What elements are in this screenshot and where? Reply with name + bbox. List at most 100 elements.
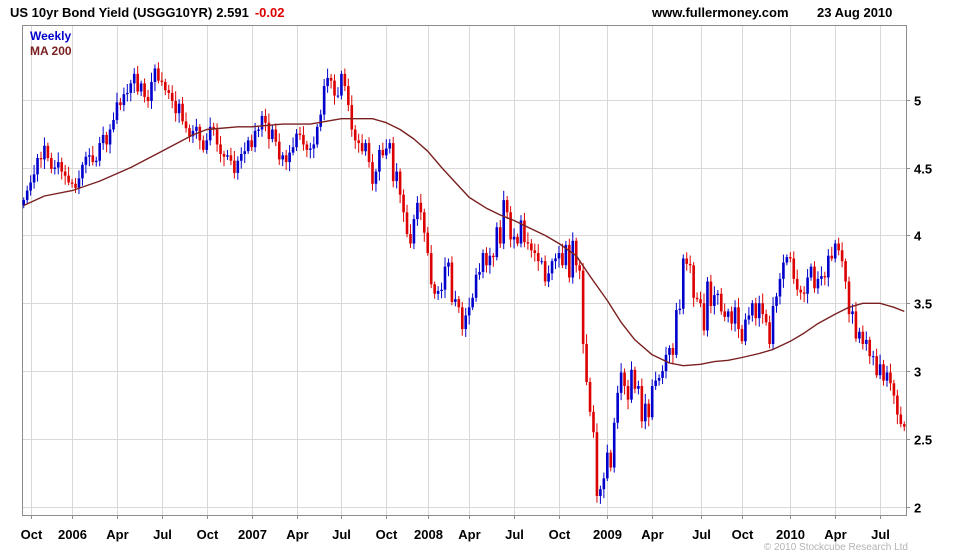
candle-body	[260, 115, 264, 130]
candle-body	[495, 227, 499, 258]
candle-body	[416, 202, 419, 220]
candle-body	[88, 155, 91, 157]
candle-body	[768, 322, 771, 344]
candle-body	[612, 422, 616, 468]
candle-body	[516, 236, 519, 244]
candle-body	[201, 140, 205, 150]
candle-body	[512, 236, 516, 240]
candle-body	[858, 331, 861, 339]
candle-body	[391, 143, 395, 182]
candle-body	[447, 262, 450, 267]
candle-body	[205, 140, 209, 150]
candle-body	[892, 383, 896, 396]
candle-body	[864, 339, 868, 344]
candle-body	[184, 121, 188, 129]
candle-body	[195, 126, 198, 131]
candle-body	[592, 411, 595, 433]
candle-body	[540, 261, 543, 263]
candle-body	[419, 202, 423, 213]
candle-body	[657, 377, 661, 381]
candle-body	[775, 296, 778, 306]
candle-body	[333, 80, 336, 96]
candle-body	[847, 281, 851, 315]
candle-body	[267, 122, 271, 140]
instrument-title: US 10yr Bond Yield (USGG10YR)	[10, 5, 213, 20]
x-axis-label: Apr	[286, 527, 308, 542]
candle-body	[647, 403, 651, 418]
candle-body	[823, 276, 827, 278]
y-axis-label: 3	[914, 365, 921, 380]
candle-body	[757, 303, 761, 319]
candle-body	[32, 174, 36, 183]
x-axis-label: Oct	[376, 527, 398, 542]
candle-body	[543, 261, 547, 282]
candle-body	[550, 261, 554, 274]
x-axis-label: Oct	[732, 527, 754, 542]
candle-body	[443, 266, 447, 290]
candle-body	[157, 68, 160, 81]
candle-body	[315, 126, 319, 145]
candle-body	[395, 171, 398, 182]
candle-body	[871, 356, 875, 358]
candle-body	[357, 140, 360, 144]
candle-body	[816, 278, 820, 289]
candle-body	[467, 307, 471, 316]
candle-body	[229, 155, 233, 161]
candle-body	[878, 364, 882, 376]
candle-body	[668, 348, 671, 355]
candle-body	[464, 315, 468, 330]
candle-body	[654, 380, 657, 387]
candle-body	[716, 293, 720, 296]
candle-body	[460, 307, 464, 330]
candle-body	[474, 274, 478, 298]
candle-body	[115, 102, 119, 121]
candle-body	[174, 101, 177, 114]
candle-body	[146, 96, 150, 102]
candle-body	[50, 158, 53, 169]
candle-body	[754, 303, 758, 319]
chart-header: US 10yr Bond Yield (USGG10YR) 2.591 -0.02	[10, 5, 284, 20]
candle-body	[108, 129, 112, 145]
candle-body	[112, 120, 115, 130]
candle-body	[661, 371, 664, 378]
candle-body	[60, 162, 64, 172]
candle-body	[637, 386, 640, 389]
candle-body	[402, 194, 405, 213]
candle-body	[795, 278, 799, 290]
candle-body	[747, 315, 751, 320]
candle-body	[533, 250, 537, 254]
candle-body	[43, 145, 46, 160]
candle-body	[436, 291, 440, 294]
candle-body	[181, 103, 184, 122]
candle-body	[485, 253, 488, 266]
candle-body	[222, 153, 226, 157]
candle-body	[371, 162, 374, 184]
candle-body	[405, 212, 409, 235]
x-axis-label: Oct	[21, 527, 43, 542]
candle-body	[699, 299, 702, 304]
candle-body	[840, 250, 844, 262]
candle-body	[36, 158, 39, 175]
candle-body	[695, 297, 699, 300]
candle-body	[264, 115, 267, 123]
candle-body	[139, 83, 143, 92]
candle-body	[177, 103, 181, 114]
candle-body	[271, 129, 274, 140]
candle-body	[219, 144, 222, 154]
x-axis-label: Jul	[692, 527, 711, 542]
candle-body	[343, 73, 347, 87]
candle-body	[664, 354, 668, 372]
candle-body	[322, 86, 326, 115]
candle-body	[340, 73, 343, 96]
candle-body	[595, 432, 599, 496]
candle-body	[198, 126, 202, 141]
candle-body	[564, 244, 568, 266]
candle-body	[523, 220, 526, 243]
candle-body	[771, 305, 775, 344]
candle-body	[281, 155, 285, 160]
candle-body	[502, 200, 506, 244]
candle-body	[101, 134, 105, 144]
candle-body	[81, 164, 84, 179]
candle-body	[730, 311, 733, 324]
